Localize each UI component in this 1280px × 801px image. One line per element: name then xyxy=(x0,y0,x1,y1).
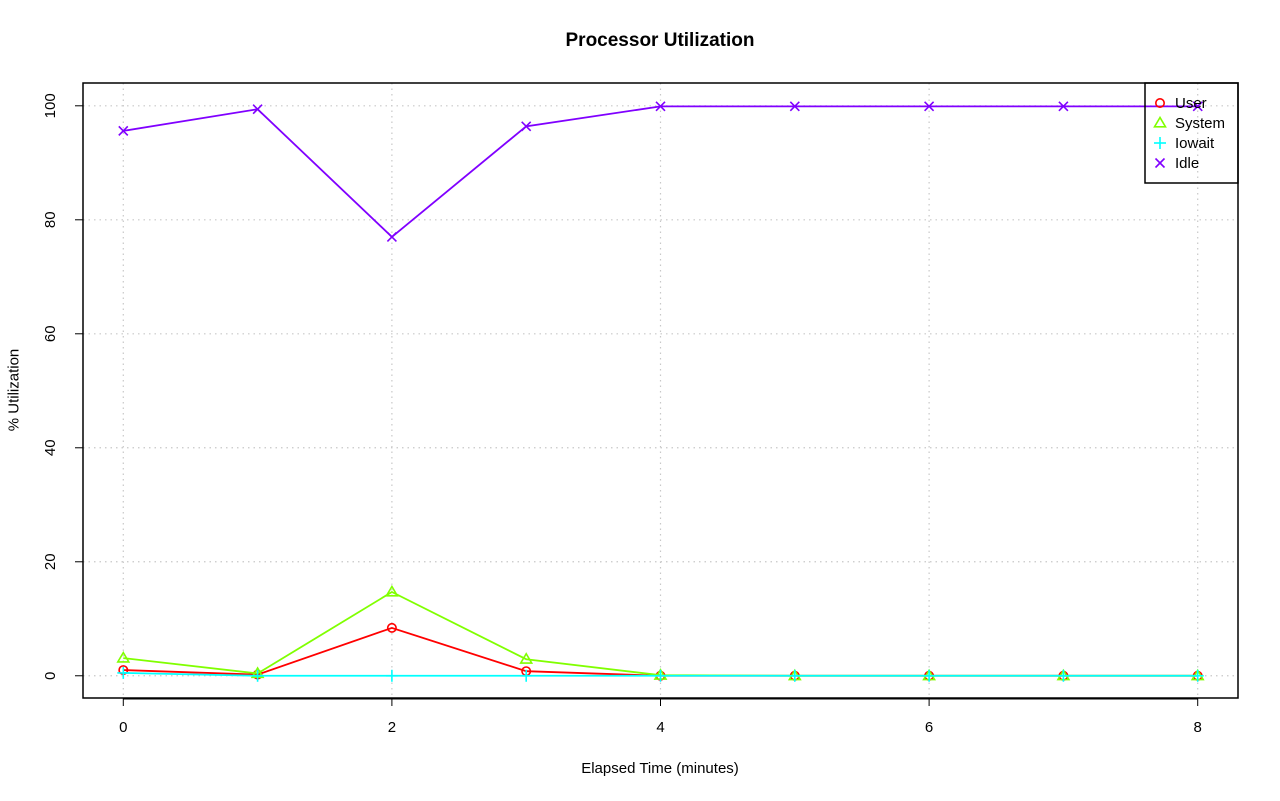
data-point-user xyxy=(386,622,397,633)
x-tick-label: 6 xyxy=(925,719,933,736)
data-point-iowait xyxy=(520,669,533,682)
data-point-idle-b xyxy=(924,101,935,112)
data-point-system xyxy=(116,651,131,663)
data-point-iowait xyxy=(251,669,264,682)
data-point-system xyxy=(519,652,534,664)
y-tick-label: 60 xyxy=(42,325,59,342)
y-axis: 0 20 40 60 80 100 xyxy=(42,93,83,680)
data-point-idle xyxy=(789,101,800,112)
legend-box xyxy=(1144,82,1239,184)
legend-label-idle: Idle xyxy=(1175,155,1199,172)
series-idle xyxy=(118,101,1203,242)
data-point-idle-b xyxy=(521,121,532,132)
y-tick-label: 100 xyxy=(42,93,59,118)
legend-label-user: User xyxy=(1175,95,1207,112)
data-point-idle xyxy=(924,101,935,112)
data-point-idle-b xyxy=(386,231,397,242)
x-tick-label: 8 xyxy=(1194,719,1202,736)
data-point-idle-b xyxy=(252,104,263,115)
data-point-idle xyxy=(1192,101,1203,112)
chart-title: Processor Utilization xyxy=(565,30,755,51)
x-axis-label: Elapsed Time (minutes) xyxy=(581,760,739,777)
data-point-idle-b xyxy=(789,101,800,112)
y-tick-label: 20 xyxy=(42,553,59,570)
data-point-iowait xyxy=(385,669,398,682)
data-point-idle-b xyxy=(1192,101,1203,112)
y-tick-label: 40 xyxy=(42,439,59,456)
data-point-idle xyxy=(521,121,532,132)
legend-marker-idle xyxy=(1154,157,1166,169)
y-tick-label: 0 xyxy=(42,672,59,680)
data-point-idle xyxy=(655,101,666,112)
x-tick-label: 2 xyxy=(388,719,396,736)
x-tick-label: 4 xyxy=(656,719,664,736)
y-tick-label: 80 xyxy=(42,211,59,228)
data-point-idle xyxy=(252,104,263,115)
data-point-system xyxy=(384,584,399,597)
x-tick-label: 0 xyxy=(119,719,127,736)
series-iowait xyxy=(117,666,1204,682)
data-point-iowait xyxy=(923,669,936,682)
legend-label-system: System xyxy=(1175,115,1225,132)
legend-label-iowait: Iowait xyxy=(1175,135,1215,152)
data-point-idle xyxy=(1058,101,1069,112)
data-point-idle-b xyxy=(655,101,666,112)
legend-marker-system xyxy=(1153,115,1167,128)
legend-marker-idle-b xyxy=(1154,157,1166,169)
data-point-idle xyxy=(118,125,129,136)
data-point-idle-b xyxy=(118,125,129,136)
series-layer xyxy=(116,101,1205,682)
grid xyxy=(83,83,1238,698)
data-point-iowait xyxy=(654,669,667,682)
data-point-iowait xyxy=(788,669,801,682)
data-point-iowait xyxy=(1057,669,1070,682)
x-axis: 0 2 4 6 8 xyxy=(119,698,1202,736)
data-point-iowait xyxy=(117,666,130,679)
data-point-idle xyxy=(386,231,397,242)
data-point-iowait xyxy=(1191,669,1204,682)
data-point-idle-b xyxy=(1058,101,1069,112)
legend: User System Iowait Idle xyxy=(1144,82,1239,184)
legend-marker-iowait xyxy=(1154,137,1166,149)
legend-marker-user xyxy=(1155,98,1166,109)
